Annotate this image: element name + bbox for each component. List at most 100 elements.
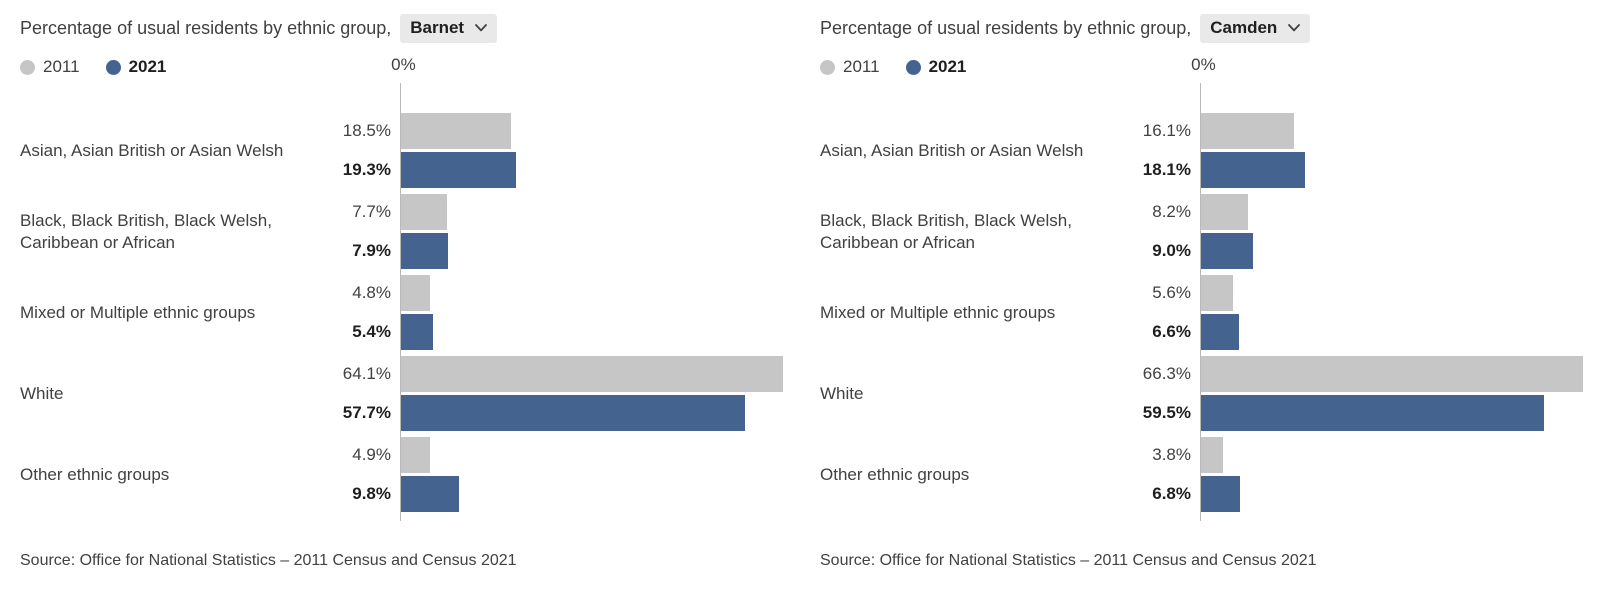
bar-2011 bbox=[1201, 194, 1249, 230]
bar-pair bbox=[400, 275, 800, 350]
value-label-2011: 66.3% bbox=[1142, 364, 1191, 383]
bar-pair bbox=[1200, 113, 1600, 188]
legend: 2011 2021 0% bbox=[800, 55, 1600, 78]
category-label: Asian, Asian British or Asian Welsh bbox=[820, 140, 1084, 160]
legend-label-2021: 2021 bbox=[128, 57, 167, 76]
value-label-2011: 8.2% bbox=[1152, 202, 1191, 221]
bar-pair bbox=[1200, 275, 1600, 350]
value-label-2011: 4.9% bbox=[352, 445, 391, 464]
bar-pair bbox=[400, 356, 800, 431]
category-group: Black, Black British, Black Welsh, Carib… bbox=[800, 194, 1600, 269]
value-labels: 4.9% 9.8% bbox=[320, 437, 400, 512]
value-labels: 8.2% 9.0% bbox=[1120, 194, 1200, 269]
legend-item-2021: 2021 bbox=[105, 57, 167, 77]
category-label: Mixed or Multiple ethnic groups bbox=[20, 302, 256, 322]
category-group: Asian, Asian British or Asian Welsh 16.1%… bbox=[800, 113, 1600, 188]
bar-chart-barnet: Asian, Asian British or Asian Welsh 18.5%… bbox=[0, 83, 800, 521]
value-labels: 64.1% 57.7% bbox=[320, 356, 400, 431]
category-group: Mixed or Multiple ethnic groups 5.6% 6.6% bbox=[800, 275, 1600, 350]
legend-dot-2021 bbox=[105, 59, 121, 75]
bar-pair bbox=[400, 194, 800, 269]
chart-title: Percentage of usual residents by ethnic … bbox=[820, 17, 1192, 38]
category-group: White 64.1% 57.7% bbox=[0, 356, 800, 431]
category-label: White bbox=[820, 383, 864, 403]
category-label: Mixed or Multiple ethnic groups bbox=[820, 302, 1056, 322]
category-label: Asian, Asian British or Asian Welsh bbox=[20, 140, 284, 160]
bar-2011 bbox=[1201, 356, 1583, 392]
category-group: Other ethnic groups 4.9% 9.8% bbox=[0, 437, 800, 512]
legend-dot-2011 bbox=[820, 59, 835, 75]
value-label-2011: 3.8% bbox=[1152, 445, 1191, 464]
legend-item-2011: 2011 bbox=[20, 57, 80, 77]
chevron-down-icon bbox=[1288, 23, 1301, 31]
bar-2021 bbox=[1201, 395, 1544, 431]
value-labels: 66.3% 59.5% bbox=[1120, 356, 1200, 431]
area-select-dropdown[interactable]: Camden bbox=[1200, 13, 1311, 43]
axis-zero-label: 0% bbox=[391, 55, 416, 74]
value-label-2011: 4.8% bbox=[352, 283, 391, 302]
category-group: White 66.3% 59.5% bbox=[800, 356, 1600, 431]
bar-2011 bbox=[1201, 275, 1234, 311]
legend-item-2011: 2011 bbox=[820, 57, 880, 77]
bar-pair bbox=[1200, 194, 1600, 269]
area-selected-value: Camden bbox=[1210, 17, 1278, 37]
category-label: Other ethnic groups bbox=[820, 464, 970, 484]
chart-title: Percentage of usual residents by ethnic … bbox=[20, 17, 392, 38]
bar-2011 bbox=[1201, 437, 1223, 473]
value-labels: 4.8% 5.4% bbox=[320, 275, 400, 350]
area-selected-value: Barnet bbox=[410, 17, 465, 37]
value-labels: 16.1% 18.1% bbox=[1120, 113, 1200, 188]
legend-item-2021: 2021 bbox=[905, 57, 967, 77]
bar-2021 bbox=[401, 476, 460, 512]
bar-2021 bbox=[401, 152, 517, 188]
value-labels: 5.6% 6.6% bbox=[1120, 275, 1200, 350]
value-label-2021: 19.3% bbox=[342, 160, 391, 179]
value-labels: 18.5% 19.3% bbox=[320, 113, 400, 188]
legend-label-2021: 2021 bbox=[928, 57, 967, 76]
value-label-2011: 16.1% bbox=[1142, 121, 1191, 140]
bar-2021 bbox=[1201, 314, 1240, 350]
category-label: Black, Black British, Black Welsh, Carib… bbox=[820, 210, 1072, 252]
category-group: Black, Black British, Black Welsh, Carib… bbox=[0, 194, 800, 269]
value-label-2021: 18.1% bbox=[1142, 160, 1191, 179]
category-label: Black, Black British, Black Welsh, Carib… bbox=[20, 210, 272, 252]
source-note: Source: Office for National Statistics –… bbox=[20, 552, 517, 569]
category-group: Mixed or Multiple ethnic groups 4.8% 5.4% bbox=[0, 275, 800, 350]
bar-pair bbox=[1200, 356, 1600, 431]
value-label-2011: 18.5% bbox=[342, 121, 391, 140]
value-label-2011: 7.7% bbox=[352, 202, 391, 221]
value-labels: 3.8% 6.8% bbox=[1120, 437, 1200, 512]
area-select-dropdown[interactable]: Barnet bbox=[400, 13, 498, 43]
value-label-2021: 9.8% bbox=[352, 484, 391, 503]
bar-2021 bbox=[401, 314, 434, 350]
bar-2021 bbox=[401, 233, 449, 269]
bar-2021 bbox=[1201, 476, 1241, 512]
legend-label-2011: 2011 bbox=[843, 57, 880, 76]
chevron-down-icon bbox=[475, 23, 487, 31]
value-label-2021: 6.6% bbox=[1152, 322, 1191, 341]
bar-2021 bbox=[401, 395, 745, 431]
census-charts-page: Percentage of usual residents by ethnic … bbox=[0, 0, 1600, 570]
bar-2021 bbox=[1201, 152, 1306, 188]
bar-2011 bbox=[401, 437, 431, 473]
source-note: Source: Office for National Statistics –… bbox=[820, 552, 1317, 569]
chart-panel-barnet: Percentage of usual residents by ethnic … bbox=[0, 0, 800, 570]
chart-header: Percentage of usual residents by ethnic … bbox=[0, 13, 800, 43]
bar-2011 bbox=[1201, 113, 1294, 149]
bar-pair bbox=[1200, 437, 1600, 512]
value-label-2011: 5.6% bbox=[1152, 283, 1191, 302]
chart-panel-camden: Percentage of usual residents by ethnic … bbox=[800, 0, 1600, 570]
value-label-2021: 5.4% bbox=[352, 322, 391, 341]
legend-dot-2011 bbox=[20, 59, 35, 75]
bar-chart-camden: Asian, Asian British or Asian Welsh 16.1%… bbox=[800, 83, 1600, 521]
value-label-2021: 9.0% bbox=[1152, 241, 1191, 260]
category-label: Other ethnic groups bbox=[20, 464, 170, 484]
legend-dot-2021 bbox=[905, 59, 921, 75]
bar-2021 bbox=[1201, 233, 1253, 269]
chart-header: Percentage of usual residents by ethnic … bbox=[800, 13, 1600, 43]
bar-2011 bbox=[401, 194, 447, 230]
category-label: White bbox=[20, 383, 64, 403]
value-label-2021: 7.9% bbox=[352, 241, 391, 260]
bar-2011 bbox=[401, 356, 783, 392]
value-label-2021: 6.8% bbox=[1152, 484, 1191, 503]
